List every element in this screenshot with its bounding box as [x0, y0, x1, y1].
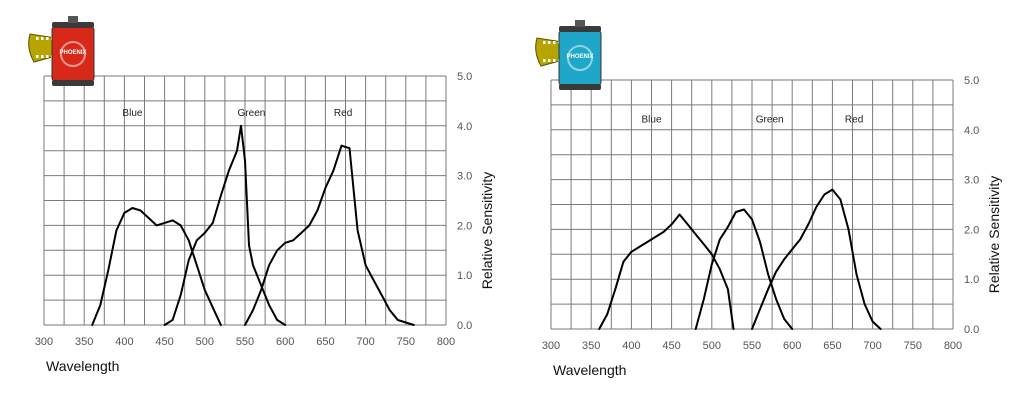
series-label-red: Red [845, 114, 863, 125]
x-tick-label: 450 [155, 336, 173, 348]
x-tick-label: 800 [437, 336, 455, 348]
y-tick-label: 1.0 [964, 274, 979, 286]
film-canister-icon: PHOENIX [28, 16, 95, 86]
grid [550, 79, 954, 330]
y-axis-title: Relative Sensitivity [479, 172, 495, 290]
y-tick-label: 2.0 [457, 220, 472, 232]
series-label-red: Red [334, 108, 352, 119]
y-tick-label: 5.0 [964, 75, 979, 87]
y-tick-label: 5.0 [457, 71, 472, 83]
x-tick-label: 550 [236, 336, 254, 348]
y-axis-title: Relative Sensitivity [986, 176, 1002, 294]
x-axis-title: Wavelength [553, 362, 626, 378]
x-tick-label: 700 [863, 340, 881, 352]
x-tick-label: 350 [75, 336, 93, 348]
series-line-blue [91, 207, 222, 326]
x-tick-label: 750 [397, 336, 415, 348]
series-line-green [694, 208, 794, 330]
y-tick-label: 3.0 [964, 175, 979, 187]
series-label-green: Green [238, 108, 266, 119]
y-tick-label: 2.0 [964, 224, 979, 236]
x-tick-label: 500 [703, 340, 721, 352]
film-brand-label: PHOENIX [59, 50, 86, 56]
x-tick-label: 350 [582, 340, 600, 352]
x-tick-label: 500 [196, 336, 214, 348]
x-tick-label: 300 [542, 340, 560, 352]
grid [43, 75, 447, 326]
series-label-blue: Blue [122, 108, 142, 119]
film-canister-icon: PHOENIX [535, 20, 602, 90]
x-tick-label: 450 [662, 340, 680, 352]
x-axis-title: Wavelength [46, 358, 119, 374]
y-tick-label: 4.0 [964, 125, 979, 137]
film-brand-label: PHOENIX [566, 54, 593, 60]
x-tick-label: 600 [783, 340, 801, 352]
y-tick-label: 1.0 [457, 270, 472, 282]
x-tick-label: 750 [904, 340, 922, 352]
x-tick-label: 550 [743, 340, 761, 352]
series-line-red [244, 144, 415, 326]
x-tick-label: 400 [115, 336, 133, 348]
x-tick-label: 300 [35, 336, 53, 348]
x-tick-label: 600 [276, 336, 294, 348]
x-tick-label: 650 [316, 336, 334, 348]
y-tick-label: 3.0 [457, 171, 472, 183]
series-line-red [751, 188, 882, 330]
x-tick-label: 650 [823, 340, 841, 352]
series-label-blue: Blue [641, 114, 661, 125]
x-tick-label: 400 [622, 340, 640, 352]
series-line-blue [598, 213, 735, 330]
y-tick-label: 0.0 [964, 324, 979, 336]
x-tick-label: 800 [944, 340, 962, 352]
y-tick-label: 0.0 [457, 320, 472, 332]
series-label-green: Green [756, 114, 784, 125]
y-tick-label: 4.0 [457, 121, 472, 133]
x-tick-label: 700 [356, 336, 374, 348]
